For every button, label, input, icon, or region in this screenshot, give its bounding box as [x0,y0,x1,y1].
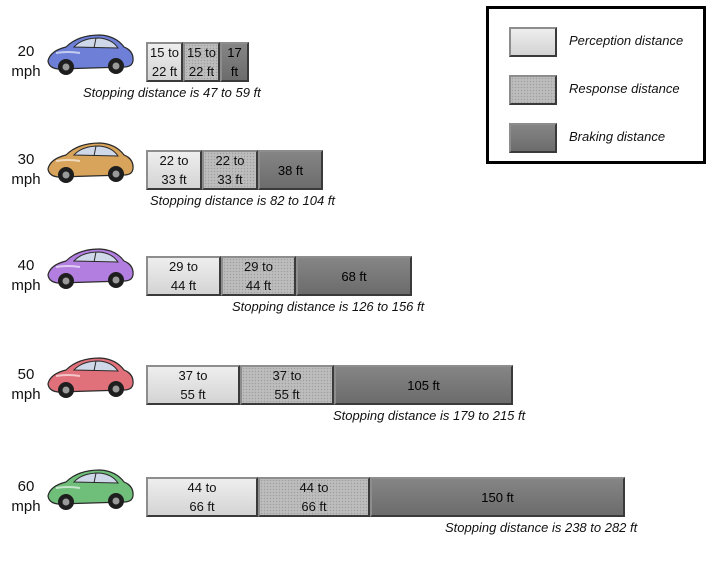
bar-segment-response: 44 to 66 ft [258,477,370,517]
bar-segment-perception: 29 to 44 ft [146,256,221,296]
stopping-distance-caption: Stopping distance is 238 to 282 ft [445,520,638,535]
legend-swatch-perception [509,27,557,57]
stacked-bar: 29 to 44 ft 29 to 44 ft 68 ft [146,256,412,296]
bar-segment-response: 29 to 44 ft [221,256,296,296]
stacked-bar: 44 to 66 ft 44 to 66 ft 150 ft [146,477,625,517]
car-icon [44,241,136,293]
data-label: 29 to 44 ft [244,259,273,293]
legend: Perception distance Response distance Br… [486,6,706,164]
car-icon [44,27,136,79]
data-label: 29 to 44 ft [169,259,198,293]
bar-segment-perception: 44 to 66 ft [146,477,258,517]
car-icon [44,350,136,402]
speed-label: 50 mph [11,366,41,403]
legend-item-braking: Braking distance [509,123,705,157]
data-label: 22 to 33 ft [159,153,189,187]
legend-label-braking: Braking distance [569,129,666,144]
data-label: 15 to 22 ft [150,45,179,79]
data-label: 22 to 33 ft [215,153,245,187]
speed-row: 30 mph 22 to 33 ft 22 to 33 ft 38 ft Stoppin… [0,142,713,243]
speed-row: 60 mph 44 to 66 ft 44 to 66 ft 150 ft Stoppi… [0,469,713,570]
bar-segment-perception: 22 to 33 ft [146,150,202,190]
stopping-distance-caption: Stopping distance is 179 to 215 ft [333,408,526,423]
stopping-distance-caption: Stopping distance is 82 to 104 ft [150,193,336,208]
legend-label-response: Response distance [569,81,680,96]
bar-segment-braking: 105 ft [334,365,513,405]
stopping-distance-caption: Stopping distance is 47 to 59 ft [83,85,261,100]
data-label: 44 to 66 ft [187,480,217,514]
bar-segment-braking: 150 ft [370,477,625,517]
data-label: 150 ft [481,489,514,505]
data-label: 37 to 55 ft [272,368,302,402]
stacked-bar: 22 to 33 ft 22 to 33 ft 38 ft [146,150,323,190]
bar-segment-response: 15 to 22 ft [183,42,220,82]
bar-segment-braking: 68 ft [296,256,412,296]
bar-segment-perception: 15 to 22 ft [146,42,183,82]
bar-segment-response: 22 to 33 ft [202,150,258,190]
data-label: 44 to 66 ft [299,480,329,514]
car-icon [44,135,136,187]
stopping-distance-caption: Stopping distance is 126 to 156 ft [232,299,425,314]
bar-segment-braking: 38 ft [258,150,323,190]
bar-segment-response: 37 to 55 ft [240,365,334,405]
data-label: 38 ft [277,162,304,178]
bar-segment-braking: 17 ft [220,42,249,82]
legend-swatch-braking [509,123,557,153]
car-icon [44,462,136,514]
legend-swatch-response [509,75,557,105]
data-label: 17 ft [227,45,242,79]
speed-label: 20 mph [11,43,41,80]
legend-label-perception: Perception distance [569,33,684,48]
legend-item-perception: Perception distance [509,27,705,61]
speed-label: 60 mph [11,478,41,515]
data-label: 105 ft [407,377,440,393]
speed-row: 50 mph 37 to 55 ft 37 to 55 ft 105 ft Stoppi… [0,357,713,458]
stacked-bar: 37 to 55 ft 37 to 55 ft 105 ft [146,365,513,405]
speed-row: 40 mph 29 to 44 ft 29 to 44 ft 68 ft Stoppin… [0,248,713,349]
speed-label: 40 mph [11,257,41,294]
speed-label: 30 mph [11,151,41,188]
bar-segment-perception: 37 to 55 ft [146,365,240,405]
stacked-bar: 15 to 22 ft 15 to 22 ft 17 ft [146,42,249,82]
speed-row: 20 mph 15 to 22 ft 15 to 22 ft 17 ft Stoppin… [0,34,713,135]
data-label: 37 to 55 ft [178,368,208,402]
data-label: 68 ft [341,268,367,284]
data-label: 15 to 22 ft [187,45,216,79]
legend-item-response: Response distance [509,75,705,109]
